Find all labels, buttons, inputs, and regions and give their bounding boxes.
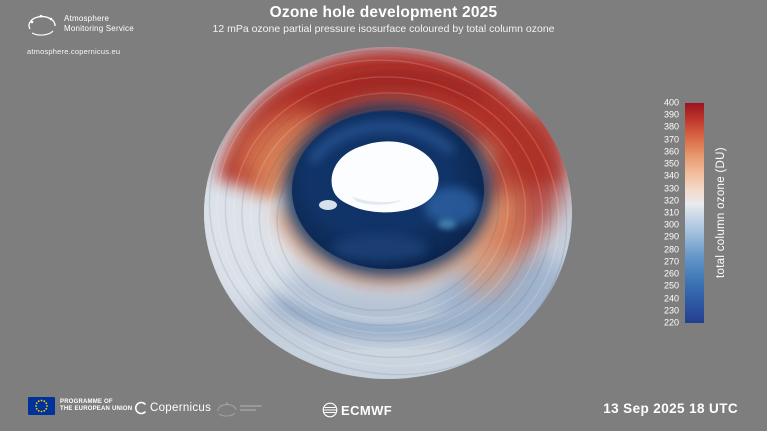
colorbar-tick: 250: [663, 280, 679, 291]
eu-programme-line1: PROGRAMME OF: [60, 399, 113, 405]
copernicus-label: Copernicus: [150, 402, 212, 414]
cams-website-url: atmosphere.copernicus.eu: [27, 47, 121, 56]
colorbar-tick: 400: [663, 97, 679, 108]
timestamp: 13 Sep 2025 18 UTC: [603, 401, 738, 416]
colorbar-tick: 300: [663, 219, 679, 230]
cams-service-name: Atmosphere Monitoring Service: [64, 14, 134, 34]
page-title: Ozone hole development 2025: [269, 4, 498, 21]
colorbar-tick: 290: [663, 231, 679, 242]
atmosphere-monitoring-logo-icon: [28, 14, 56, 36]
colorbar-gradient: [685, 103, 704, 323]
faint-globe-logo-icon: [217, 402, 262, 417]
eu-programme-logo: PROGRAMME OF THE EUROPEAN UNION: [28, 397, 132, 415]
colorbar-ticks: 400 390 380 370 360 350 340 330 320 310 300 290 280 2…: [645, 98, 679, 327]
colorbar-tick: 360: [663, 146, 679, 157]
colorbar-tick: 370: [663, 134, 679, 145]
colorbar-tick: 260: [663, 268, 679, 279]
eu-programme-line2: THE EUROPEAN UNION: [60, 406, 133, 412]
copernicus-logo: Copernicus: [133, 401, 211, 415]
colorbar-tick: 390: [663, 109, 679, 120]
eu-programme-text: PROGRAMME OF THE EUROPEAN UNION: [60, 399, 132, 413]
faint-partner-logo: [216, 399, 264, 422]
colorbar-tick: 380: [663, 121, 679, 132]
colorbar-tick: 280: [663, 244, 679, 255]
eu-flag-icon: [28, 397, 55, 415]
colorbar-tick: 220: [663, 317, 679, 328]
colorbar-tick: 330: [663, 183, 679, 194]
cams-service-line2: Monitoring Service: [64, 24, 134, 33]
colorbar-tick: 240: [663, 293, 679, 304]
colorbar-tick: 270: [663, 256, 679, 267]
isosurface-shading: [204, 48, 572, 376]
ecmwf-logo: ECMWF: [322, 402, 392, 418]
cams-logo: Atmosphere Monitoring Service: [26, 9, 134, 39]
subtitle: 12 mPa ozone partial pressure isosurface…: [212, 23, 555, 35]
cams-service-line1: Atmosphere: [64, 14, 110, 23]
colorbar-tick: 230: [663, 305, 679, 316]
colorbar-label: total column ozone (DU): [715, 147, 727, 279]
ecmwf-label: ECMWF: [341, 402, 393, 418]
streaks-layer: [208, 50, 568, 376]
colorbar-tick: 320: [663, 195, 679, 206]
colorbar-tick: 350: [663, 158, 679, 169]
colorbar-tick: 340: [663, 170, 679, 181]
antarctica-continent: [331, 141, 439, 213]
colorbar: 400 390 380 370 360 350 340 330 320 310 300 290 280 2…: [645, 97, 763, 333]
ecmwf-globe-icon: [322, 402, 338, 418]
copernicus-swoosh-icon: [134, 401, 146, 415]
colorbar-tick: 310: [663, 207, 679, 218]
